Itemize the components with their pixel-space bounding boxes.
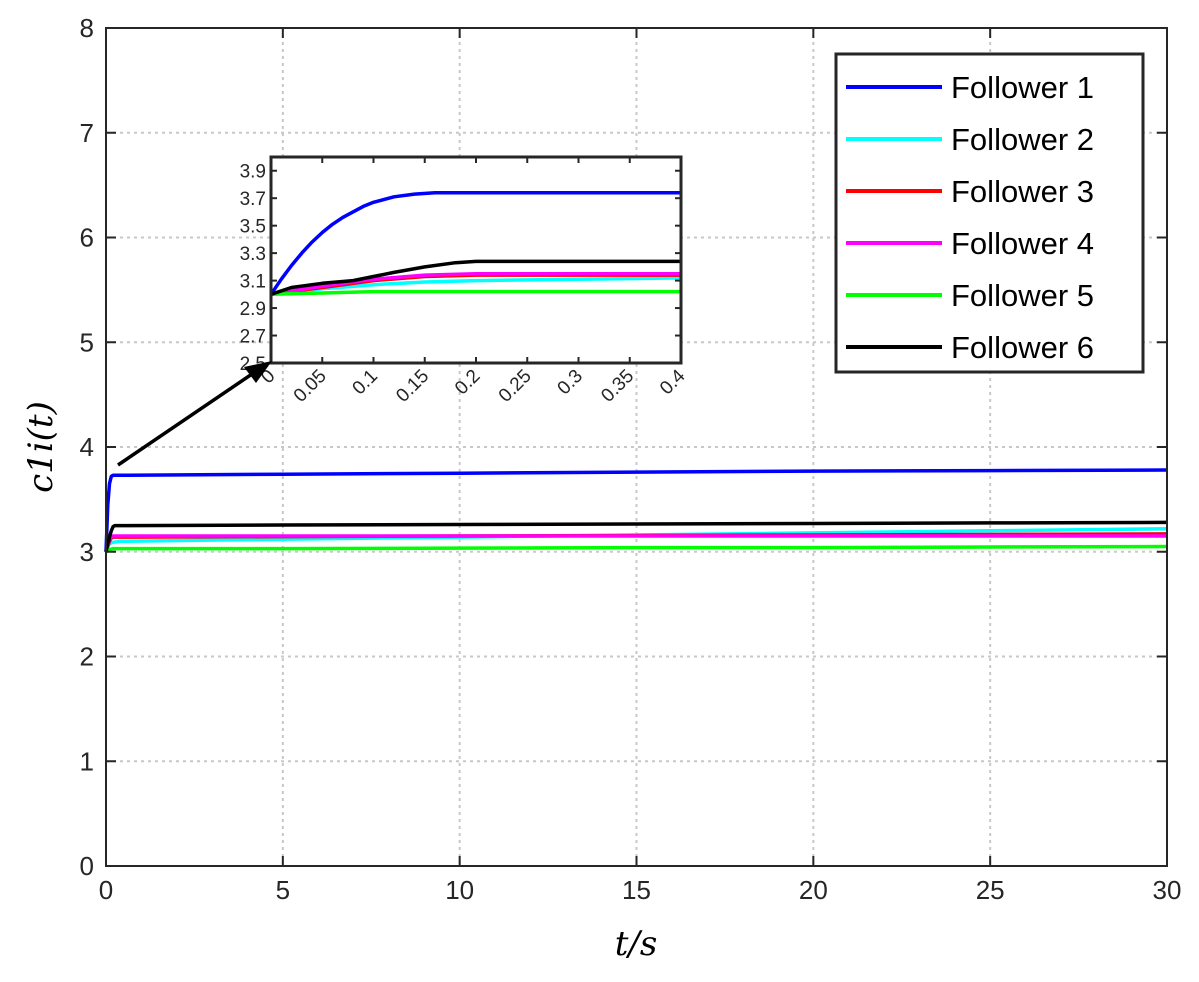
main-series bbox=[104, 468, 1168, 554]
y-tick-label: 8 bbox=[80, 13, 94, 43]
inset-y-tick-label: 3.9 bbox=[240, 162, 266, 183]
inset-series-line-follower-6 bbox=[270, 259, 681, 296]
inset-series-line-follower-5 bbox=[270, 289, 681, 297]
legend-box bbox=[834, 52, 1145, 374]
x-tick-label: 0 bbox=[99, 875, 113, 905]
inset-y-tick-label: 2.7 bbox=[240, 327, 266, 348]
x-tick-label: 30 bbox=[1153, 875, 1182, 905]
y-axis-label: c1i(t) bbox=[21, 401, 61, 493]
inset-y-tick-label: 3.7 bbox=[240, 189, 266, 210]
y-tick-label: 4 bbox=[80, 432, 94, 462]
main-ticks: 0 5 10 15 20 25 30 0 1 2 3 4 5 6 7 8 bbox=[80, 13, 1182, 905]
series-line-follower-5 bbox=[105, 544, 1168, 554]
inset-y-tick-label: 3.1 bbox=[240, 272, 266, 293]
legend-label-follower-3: Follower 3 bbox=[951, 174, 1094, 209]
x-tick-label: 10 bbox=[445, 875, 474, 905]
y-tick-label: 0 bbox=[80, 851, 94, 881]
inset-y-tick-label: 3.5 bbox=[240, 217, 266, 238]
inset-series-line-follower-4 bbox=[270, 271, 681, 297]
zoom-arrow bbox=[117, 361, 272, 467]
legend-label-follower-4: Follower 4 bbox=[951, 226, 1094, 261]
y-tick-label: 6 bbox=[80, 223, 94, 253]
legend-label-follower-5: Follower 5 bbox=[951, 278, 1094, 313]
y-tick-label: 3 bbox=[80, 537, 94, 567]
x-tick-label: 20 bbox=[799, 875, 828, 905]
x-tick-label: 25 bbox=[976, 875, 1005, 905]
legend-label-follower-1: Follower 1 bbox=[951, 70, 1094, 105]
series-line-follower-1 bbox=[104, 468, 1168, 552]
inset-series bbox=[269, 190, 682, 297]
x-tick-label: 15 bbox=[622, 875, 651, 905]
y-tick-label: 7 bbox=[80, 118, 94, 148]
y-tick-label: 5 bbox=[80, 327, 94, 357]
legend-label-follower-6: Follower 6 bbox=[951, 330, 1094, 365]
y-tick-label: 2 bbox=[80, 642, 94, 672]
legend-label-follower-2: Follower 2 bbox=[951, 122, 1094, 157]
x-axis-label: t/s bbox=[615, 924, 658, 964]
inset-series-line-follower-1 bbox=[269, 190, 681, 296]
x-tick-label: 5 bbox=[276, 875, 290, 905]
series-line-follower-6 bbox=[104, 520, 1168, 553]
legend: Follower 1 Follower 2 Follower 3 Follower 4… bbox=[834, 52, 1145, 374]
inset-y-tick-label: 2.9 bbox=[240, 299, 266, 320]
y-tick-label: 1 bbox=[80, 746, 94, 776]
inset-y-tick-label: 3.3 bbox=[240, 244, 266, 265]
